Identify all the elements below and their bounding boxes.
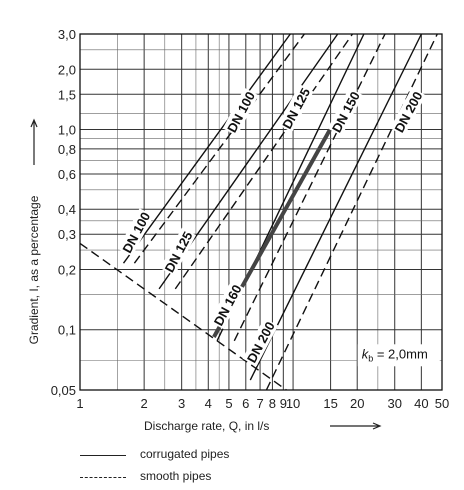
x-tick-label: 1 — [76, 396, 83, 411]
series-label-group: DN 100 — [222, 87, 259, 136]
series-label: DN 160 — [211, 282, 245, 328]
x-tick-label: 40 — [414, 396, 428, 411]
x-tick-label: 5 — [225, 396, 232, 411]
plot-frame — [79, 33, 443, 391]
x-tick-label: 4 — [205, 396, 212, 411]
series-label: DN 125 — [279, 85, 313, 131]
y-tick-label: 0,6 — [58, 167, 76, 182]
y-tick-labels: 0,05 0,1 0,2 0,3 0,4 0,6 0,8 1,0 1,5 2,0 3,0 — [51, 27, 76, 398]
series-label-bg — [327, 87, 364, 136]
y-tick-label: 1,0 — [58, 123, 76, 138]
series-line-dn-100-solid — [122, 33, 291, 264]
x-tick-label: 20 — [350, 396, 364, 411]
series-label: DN 100 — [119, 210, 153, 256]
x-axis-arrow — [330, 422, 382, 430]
y-tick-label: 0,1 — [58, 323, 76, 338]
series-label-bg — [242, 317, 279, 367]
x-tick-label: 50 — [435, 396, 449, 411]
series-label: DN 200 — [392, 89, 426, 135]
series-label-group: DN 100 — [118, 208, 154, 257]
y-tick-label: 0,3 — [58, 227, 76, 242]
y-axis-title: Gradient, I, as a percentage — [27, 195, 41, 344]
x-tick-label: 30 — [387, 396, 401, 411]
series-line-dn-125-dashed — [174, 33, 354, 290]
series-line-dn-200-dashed — [265, 33, 438, 391]
series-label-bg — [118, 208, 154, 257]
x-tick-label: 6 — [242, 396, 249, 411]
x-axis-title: Discharge rate, Q, in l/s — [144, 419, 269, 433]
x-tick-label: 8 — [269, 396, 276, 411]
x-tick-label: 15 — [323, 396, 337, 411]
y-tick-label: 0,05 — [51, 383, 76, 398]
y-axis-arrow — [30, 118, 38, 165]
kb-annotation-text: kb = 2,0mm — [362, 346, 428, 363]
series-line-minimum-dashed — [79, 242, 287, 391]
x-tick-label: 3 — [178, 396, 185, 411]
series-line-dn-200-solid — [249, 33, 423, 381]
y-tick-label: 0,4 — [58, 202, 76, 217]
x-tick-label: 7 — [256, 396, 263, 411]
y-tick-label: 3,0 — [58, 27, 76, 42]
x-tick-label: 9 — [280, 396, 287, 411]
series-line-dn-100-dashed — [133, 33, 305, 264]
legend-solid-line — [80, 455, 126, 456]
series-label: DN 125 — [162, 229, 196, 275]
y-tick-label: 1,5 — [58, 87, 76, 102]
legend-dashed-line — [80, 477, 126, 478]
x-tick-label: 10 — [286, 396, 300, 411]
x-tick-label: 2 — [141, 396, 148, 411]
legend-corrugated: corrugated pipes — [80, 447, 340, 465]
y-tick-label: 0,8 — [58, 142, 76, 157]
legend-smooth-label: smooth pipes — [140, 469, 212, 483]
series-label-group: DN 160 — [209, 280, 246, 330]
y-tick-label: 0,2 — [58, 262, 76, 277]
kb-annotation: kb = 2,0mm — [357, 344, 440, 367]
y-tick-label: 2,0 — [58, 62, 76, 77]
series-line-dn-160-dashed — [233, 33, 386, 342]
series-label-group: DN 150 — [327, 87, 364, 136]
series-label-bg — [160, 227, 197, 276]
series-label-bg — [277, 84, 314, 133]
series-label-bg — [390, 87, 426, 136]
series-label-group: DN 200 — [390, 87, 426, 136]
series-label-bg — [209, 280, 246, 330]
legend-smooth: smooth pipes — [80, 469, 340, 487]
x-tick-labels: 1 2 3 4 5 6 7 8 910 15 20 30 40 50 — [76, 396, 449, 411]
legend-corrugated-label: corrugated pipes — [140, 447, 230, 461]
series-label-group: DN 125 — [160, 227, 197, 276]
series-label-bg — [222, 87, 259, 136]
